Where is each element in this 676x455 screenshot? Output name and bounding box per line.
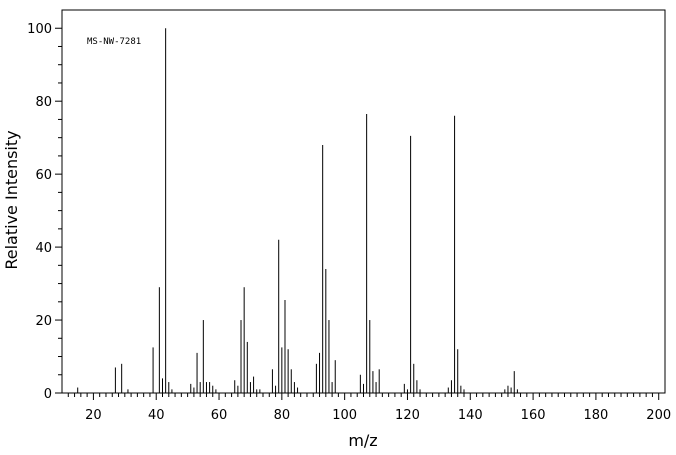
x-tick-label: 140 <box>458 408 483 423</box>
x-tick-label: 200 <box>646 408 671 423</box>
x-tick-label: 20 <box>85 408 102 423</box>
axis-ticks <box>55 27 660 400</box>
y-axis-title: Relative Intensity <box>2 130 21 269</box>
x-tick-label: 60 <box>211 408 228 423</box>
y-tick-label: 0 <box>44 387 52 402</box>
y-tick-label: 60 <box>35 168 52 183</box>
chart-title: MS-NW-7281 <box>87 37 141 47</box>
plot-frame <box>61 9 666 394</box>
tick-labels: 20 40 60 80 100 120 140 160 180 200 0 20 40 60 80 100 <box>27 22 671 423</box>
x-tick-label: 40 <box>148 408 165 423</box>
y-tick-label: 40 <box>35 241 52 256</box>
x-tick-label: 120 <box>395 408 420 423</box>
x-tick-label: 80 <box>274 408 291 423</box>
x-tick-label: 160 <box>521 408 546 423</box>
y-tick-label: 80 <box>35 95 52 110</box>
x-tick-label: 100 <box>332 408 357 423</box>
y-tick-label: 100 <box>27 22 52 37</box>
y-tick-label: 20 <box>35 314 52 329</box>
x-axis-title: m/z <box>348 431 377 450</box>
x-tick-label: 180 <box>583 408 608 423</box>
spectrum-peaks <box>77 28 518 393</box>
